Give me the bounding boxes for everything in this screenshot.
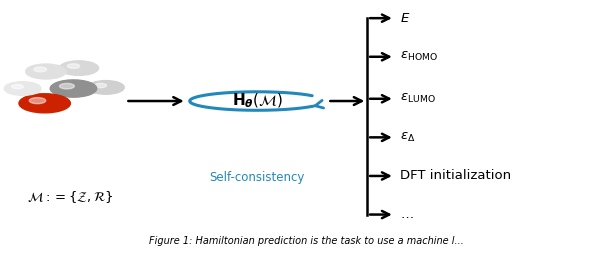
Text: Self-consistency: Self-consistency [209,171,305,184]
Text: Figure 1: Hamiltonian prediction is the task to use a machine l...: Figure 1: Hamiltonian prediction is the … [149,236,463,246]
Text: $\mathcal{M} := \{\mathcal{Z}, \mathcal{R}\}$: $\mathcal{M} := \{\mathcal{Z}, \mathcal{… [27,190,114,205]
Circle shape [26,64,66,79]
Text: $\ldots$: $\ldots$ [400,208,413,221]
Text: $\mathbf{H}_{\boldsymbol{\theta}}(\mathcal{M})$: $\mathbf{H}_{\boldsymbol{\theta}}(\mathc… [231,92,283,110]
Circle shape [19,94,70,113]
Circle shape [50,80,97,97]
Text: $\epsilon_{\Delta}$: $\epsilon_{\Delta}$ [400,131,415,144]
Text: $\epsilon_{\mathrm{LUMO}}$: $\epsilon_{\mathrm{LUMO}}$ [400,92,436,105]
Text: DFT initialization: DFT initialization [400,170,511,182]
Circle shape [59,83,75,89]
Circle shape [88,80,124,94]
Circle shape [4,82,41,95]
Text: $\epsilon_{\mathrm{HOMO}}$: $\epsilon_{\mathrm{HOMO}}$ [400,50,438,63]
Text: $E$: $E$ [400,12,410,25]
Circle shape [12,84,23,89]
Circle shape [59,61,99,75]
Circle shape [34,67,47,72]
Circle shape [29,98,46,104]
Circle shape [67,64,80,68]
Circle shape [95,83,106,88]
